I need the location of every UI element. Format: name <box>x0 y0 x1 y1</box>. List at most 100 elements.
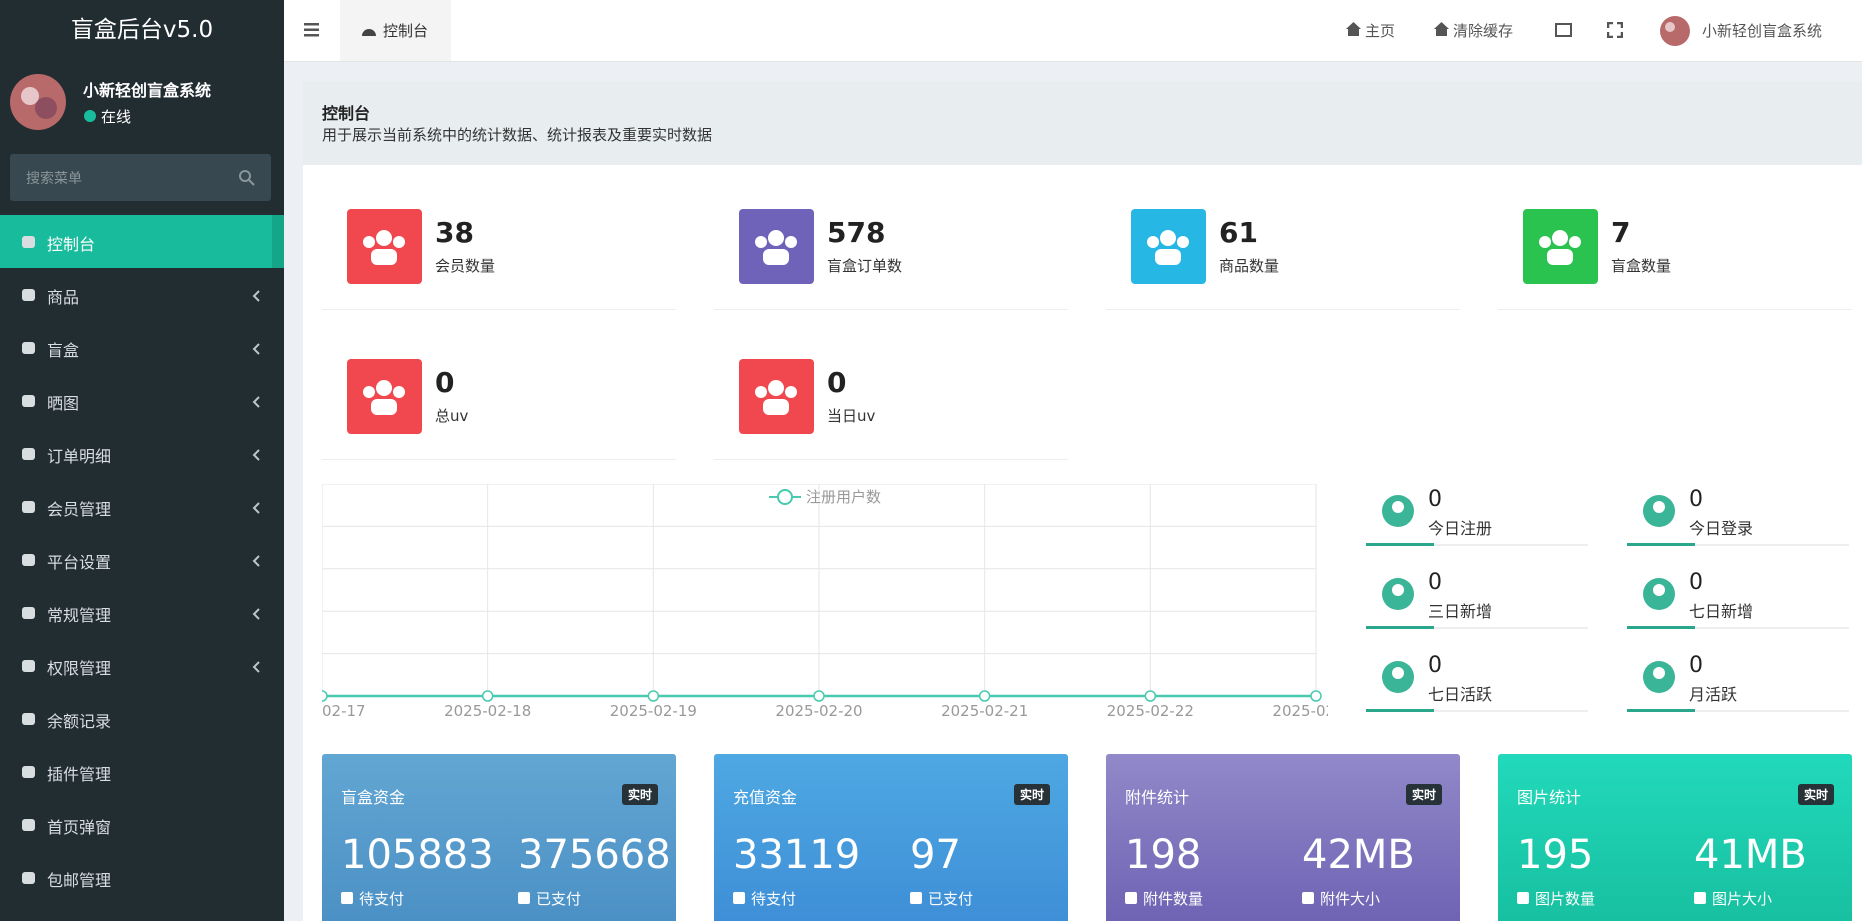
card-value: 42MB <box>1302 832 1415 878</box>
menu-icon <box>22 289 35 301</box>
menu-item[interactable] <box>0 692 284 745</box>
point <box>322 690 328 702</box>
card: 图片统计 实时 195 图片数量 41MB 图片大小 <box>1498 754 1852 921</box>
card-value: 97 <box>910 832 961 878</box>
mini-icon <box>1382 661 1414 693</box>
menu-icon <box>22 501 35 513</box>
point <box>1144 690 1157 702</box>
panel-header <box>303 81 1862 165</box>
mini-value: 0 <box>1689 570 1703 595</box>
mini-label: 七日活跃 <box>1428 685 1493 704</box>
menu-arrow <box>252 608 260 620</box>
menu-item[interactable] <box>0 321 284 374</box>
card-label: 待支付 <box>751 890 797 908</box>
card-value: 33119 <box>733 832 861 878</box>
point <box>647 690 660 702</box>
mini-divider <box>1627 627 1849 629</box>
card-icon <box>1694 892 1706 904</box>
mini-divider <box>1627 710 1849 712</box>
menu-label: 首页弹窗 <box>47 818 112 837</box>
stat-value: 578 <box>827 216 886 249</box>
panel-title: 控制台 <box>322 104 371 123</box>
card: 盲盒资金 实时 105883 待支付 375668 已支付 <box>322 754 676 921</box>
menu-item[interactable] <box>0 639 284 692</box>
menu-item[interactable] <box>0 745 284 798</box>
panel-desc: 用于展示当前系统中的统计数据、统计报表及重要实时数据 <box>322 126 713 144</box>
x-tick-label: 2025-02-17 <box>322 702 366 720</box>
card-icon <box>1302 892 1314 904</box>
menu-icon <box>22 766 35 778</box>
menu-active-edge <box>272 215 284 268</box>
search-placeholder: 搜索菜单 <box>26 171 82 187</box>
card-badge: 实时 <box>1013 784 1050 805</box>
menu-arrow <box>252 290 260 302</box>
top-user[interactable]: 小新轻创盲盒系统 <box>1702 22 1823 40</box>
menu-arrow <box>252 555 260 567</box>
menu-label: 控制台 <box>47 235 96 254</box>
stat-label: 总uv <box>435 407 469 425</box>
menu-arrow <box>252 396 260 408</box>
menu-label: 余额记录 <box>47 712 112 731</box>
top-avatar <box>1660 16 1690 46</box>
link-icon <box>1434 22 1449 36</box>
stat-value: 0 <box>435 366 455 399</box>
search-box[interactable]: 搜索菜单 <box>10 154 271 201</box>
mini-divider <box>1366 627 1588 629</box>
menu-label: 平台设置 <box>47 553 112 572</box>
stat-label: 会员数量 <box>435 257 496 275</box>
sidebar <box>0 0 284 921</box>
mini-value: 0 <box>1689 487 1703 512</box>
mini-accent <box>1627 709 1695 712</box>
mini-icon <box>1643 495 1675 527</box>
stat-label: 盲盒订单数 <box>827 257 903 275</box>
menu-item[interactable] <box>0 533 284 586</box>
menu-item[interactable] <box>0 586 284 639</box>
stat-label: 商品数量 <box>1219 257 1280 275</box>
stat-divider <box>1106 309 1460 310</box>
card-badge: 实时 <box>1797 784 1834 805</box>
menu-item[interactable] <box>0 798 284 851</box>
menu-item[interactable] <box>0 427 284 480</box>
tab-label[interactable]: 控制台 <box>383 22 429 40</box>
menu-label: 会员管理 <box>47 500 112 519</box>
mini-label: 今日登录 <box>1689 519 1754 538</box>
link-icon <box>1346 22 1361 36</box>
card-label: 已支付 <box>536 890 582 908</box>
hamburger <box>304 23 319 37</box>
stat-label: 盲盒数量 <box>1611 257 1672 275</box>
chart: 2025-02-17 2025-02-18 2025-02-19 2025-02-20… <box>322 484 1328 720</box>
top-link[interactable]: 清除缓存 <box>1453 22 1514 40</box>
menu-item[interactable] <box>0 480 284 533</box>
menu-icon <box>22 554 35 566</box>
menu-label: 包邮管理 <box>47 871 112 890</box>
menu-item[interactable] <box>0 268 284 321</box>
point <box>978 690 991 702</box>
x-tick-label: 2025-02-22 <box>1107 702 1194 720</box>
menu-item[interactable] <box>0 215 284 268</box>
mini-accent <box>1366 543 1434 546</box>
menu-arrow <box>252 449 260 461</box>
stat-value: 0 <box>827 366 847 399</box>
stat-value: 61 <box>1219 216 1258 249</box>
translate-icon <box>1555 23 1572 37</box>
top-link[interactable]: 主页 <box>1365 22 1396 40</box>
card-label: 已支付 <box>928 890 974 908</box>
menu-icon <box>22 872 35 884</box>
stat-divider <box>322 459 676 460</box>
topbar <box>284 0 1862 62</box>
menu-icon <box>22 819 35 831</box>
mini-accent <box>1366 709 1434 712</box>
card-label: 图片数量 <box>1535 890 1596 908</box>
menu-item[interactable] <box>0 851 284 904</box>
user-name: 小新轻创盲盒系统 <box>83 81 212 100</box>
card-icon <box>910 892 922 904</box>
mini-value: 0 <box>1428 570 1442 595</box>
menu-icon <box>22 395 35 407</box>
menu-item[interactable] <box>0 374 284 427</box>
menu-icon <box>22 342 35 354</box>
tab[interactable] <box>340 0 451 61</box>
menu-icon <box>22 660 35 672</box>
mini-value: 0 <box>1428 653 1442 678</box>
stat-divider <box>714 309 1068 310</box>
